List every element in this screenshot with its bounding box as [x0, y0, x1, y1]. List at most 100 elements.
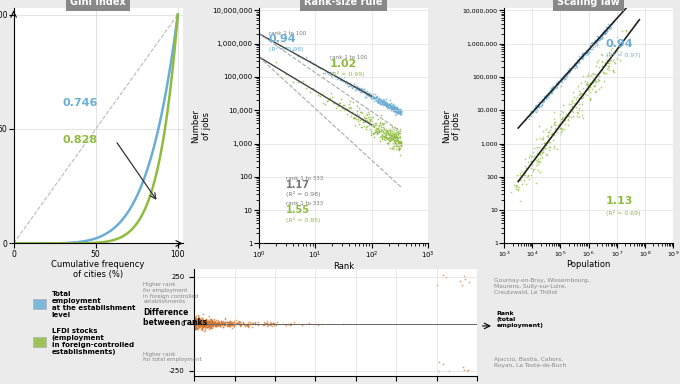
Point — [392, 136, 403, 142]
Point — [387, 106, 398, 112]
Point — [531, 136, 542, 142]
Point — [271, 319, 282, 325]
Point — [571, 59, 582, 65]
Point — [581, 92, 592, 98]
Point — [352, 103, 362, 109]
Point — [569, 61, 580, 67]
Point — [226, 319, 237, 325]
Point — [572, 94, 583, 100]
Point — [203, 320, 214, 326]
Point — [391, 107, 402, 113]
Point — [581, 50, 592, 56]
Point — [264, 321, 275, 327]
Point — [225, 321, 236, 327]
Point — [525, 159, 536, 165]
Point — [395, 126, 406, 132]
Point — [598, 63, 609, 69]
Point — [543, 89, 554, 95]
Point — [573, 98, 584, 104]
Point — [573, 58, 584, 64]
Point — [555, 78, 566, 84]
Point — [389, 138, 400, 144]
Point — [590, 82, 600, 88]
Point — [191, 324, 202, 331]
Text: Ajaccio, Bastia, Cahors,
Royan, La Teste-de-Buch: Ajaccio, Bastia, Cahors, Royan, La Teste… — [494, 357, 566, 368]
Point — [562, 110, 573, 116]
Point — [527, 110, 538, 116]
Point — [330, 105, 341, 111]
Point — [374, 128, 385, 134]
Point — [214, 321, 225, 327]
Point — [583, 49, 594, 55]
Point — [579, 91, 590, 97]
Point — [347, 115, 358, 121]
Point — [250, 321, 260, 327]
Point — [388, 131, 398, 137]
Point — [594, 77, 605, 83]
Point — [242, 322, 253, 328]
Point — [512, 172, 523, 178]
Text: rank 1 to 333: rank 1 to 333 — [286, 176, 323, 181]
Point — [371, 126, 382, 132]
X-axis label: Population: Population — [566, 260, 611, 270]
Point — [385, 145, 396, 151]
Point — [598, 64, 609, 70]
Point — [455, 278, 466, 284]
Point — [370, 124, 381, 131]
Point — [373, 96, 384, 103]
Point — [395, 140, 406, 146]
Point — [392, 136, 403, 142]
Point — [269, 321, 280, 327]
Point — [596, 59, 607, 65]
Point — [541, 133, 552, 139]
Point — [312, 92, 323, 98]
Point — [392, 125, 403, 131]
Point — [346, 83, 357, 89]
Point — [195, 319, 206, 325]
Point — [211, 323, 222, 329]
Point — [341, 106, 352, 113]
Point — [394, 140, 405, 146]
Point — [560, 76, 571, 82]
Point — [378, 101, 389, 108]
Point — [538, 99, 549, 105]
Point — [360, 117, 371, 123]
Point — [568, 64, 579, 70]
Point — [202, 324, 213, 330]
Point — [237, 320, 248, 326]
Point — [562, 73, 573, 79]
Point — [379, 133, 390, 139]
Point — [362, 92, 373, 98]
Point — [194, 316, 205, 322]
Point — [556, 83, 566, 89]
Point — [588, 70, 598, 76]
Point — [192, 318, 203, 324]
Point — [525, 152, 536, 158]
Point — [218, 322, 229, 328]
Point — [194, 319, 205, 325]
Point — [197, 319, 207, 325]
Point — [394, 109, 405, 115]
Point — [376, 98, 387, 104]
Point — [195, 316, 206, 322]
Point — [200, 317, 211, 323]
Point — [375, 124, 386, 130]
Point — [216, 321, 227, 327]
Point — [386, 132, 396, 138]
Point — [527, 109, 538, 115]
Point — [344, 104, 355, 110]
Point — [378, 121, 389, 127]
Point — [392, 140, 403, 146]
Point — [192, 317, 203, 323]
Point — [358, 116, 369, 122]
Point — [545, 122, 556, 129]
Point — [569, 62, 580, 68]
Point — [385, 131, 396, 137]
Point — [389, 104, 400, 110]
Point — [587, 86, 598, 92]
Point — [395, 111, 406, 118]
Point — [224, 323, 235, 329]
Point — [386, 104, 397, 110]
Point — [189, 323, 200, 329]
Point — [599, 31, 610, 37]
